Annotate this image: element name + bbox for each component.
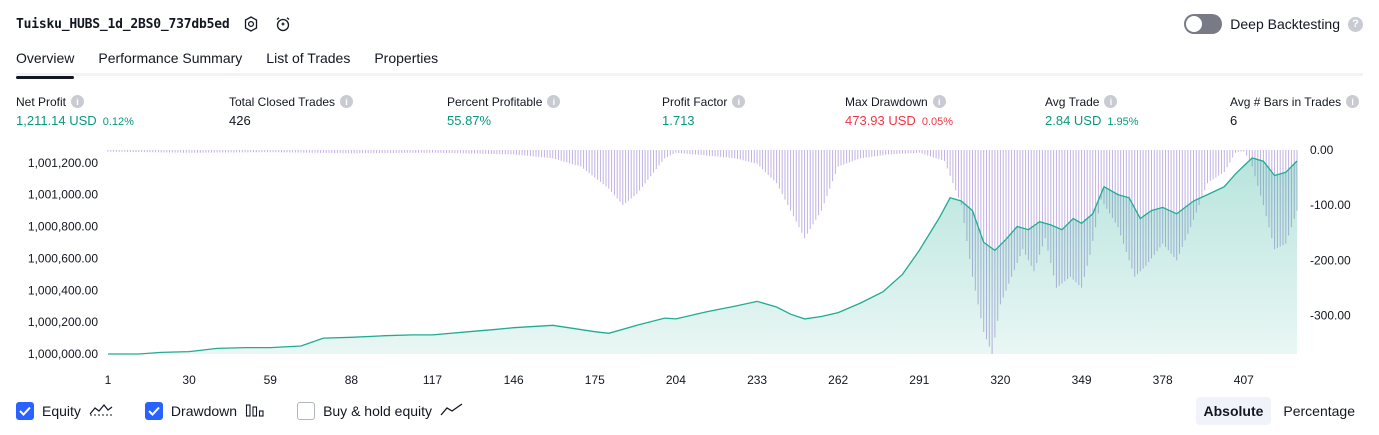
deep-backtesting-toggle[interactable]	[1184, 14, 1223, 34]
metrics-row: Net Profit i 1,211.14 USD 0.12% Total Clos…	[0, 93, 1379, 133]
x-axis-tick: 204	[666, 373, 686, 387]
info-icon[interactable]: i	[547, 95, 561, 108]
left-axis-tick: 1,001,200.00	[28, 156, 98, 170]
mode-absolute-button[interactable]: Absolute	[1195, 397, 1272, 425]
metric-percent-profitable: Percent Profitable i 55.87%	[447, 93, 561, 128]
x-axis-tick: 262	[828, 373, 848, 387]
tab-properties[interactable]: Properties	[374, 50, 439, 66]
x-axis-tick: 407	[1234, 373, 1254, 387]
left-axis-tick: 1,000,400.00	[28, 283, 98, 297]
buy-hold-line-icon	[440, 402, 464, 420]
equity-line	[108, 157, 1298, 355]
info-icon[interactable]: i	[71, 95, 85, 108]
right-axis-tick: -300.00	[1310, 308, 1351, 322]
checkbox-drawdown[interactable]	[144, 402, 163, 420]
x-axis-tick: 349	[1072, 373, 1092, 387]
x-axis-tick: 233	[747, 373, 767, 387]
x-axis-tick: 59	[264, 373, 278, 387]
deep-backtesting-label: Deep Backtesting	[1230, 16, 1340, 32]
legend-label: Drawdown	[170, 403, 238, 419]
x-axis-tick: 291	[909, 373, 929, 387]
legend-drawdown[interactable]: Drawdown	[144, 402, 265, 420]
info-icon[interactable]: i	[1104, 95, 1118, 108]
legend-buy-hold[interactable]: Buy & hold equity	[297, 402, 464, 420]
metric-value: 2.84 USD	[1045, 113, 1102, 128]
info-icon[interactable]: i	[1346, 95, 1360, 108]
drawdown-bars-icon	[245, 403, 265, 420]
left-axis-tick: 1,000,600.00	[28, 251, 98, 265]
legend-equity[interactable]: Equity	[16, 402, 113, 420]
toggle-knob	[1186, 16, 1203, 32]
x-axis-tick: 1	[105, 373, 112, 387]
left-axis-tick: 1,000,800.00	[28, 220, 98, 234]
tab-bar: Overview Performance Summary List of Tra…	[16, 46, 1363, 79]
info-icon[interactable]: i	[340, 95, 354, 108]
metric-total-closed-trades: Total Closed Trades i 426	[229, 93, 354, 128]
left-axis-tick: 1,000,000.00	[28, 347, 98, 361]
settings-icon[interactable]	[240, 13, 262, 35]
metric-value: 6	[1230, 113, 1238, 128]
right-axis-tick: -100.00	[1310, 198, 1351, 212]
right-axis-tick: -200.00	[1310, 253, 1351, 267]
metric-value: 1,211.14 USD	[16, 113, 97, 128]
left-axis: 1,001,200.00 1,001,000.00 1,000,800.00 1,00…	[28, 156, 98, 361]
metric-profit-factor: Profit Factor i 1.713	[662, 93, 746, 128]
left-axis-tick: 1,001,000.00	[28, 188, 98, 202]
x-axis-tick: 320	[990, 373, 1010, 387]
metric-value: 473.93 USD	[845, 113, 916, 128]
alarm-add-icon[interactable]	[272, 13, 294, 35]
left-axis-tick: 1,000,200.00	[28, 315, 98, 329]
x-axis-tick: 88	[345, 373, 359, 387]
x-axis-tick: 30	[182, 373, 196, 387]
metric-label: Total Closed Trades	[229, 94, 336, 109]
display-mode-switch: Absolute Percentage	[1195, 397, 1364, 425]
metric-value: 1.713	[662, 113, 695, 128]
mode-percentage-button[interactable]: Percentage	[1283, 403, 1355, 419]
metric-avg-bars-in-trades: Avg # Bars in Trades i 6	[1230, 93, 1360, 128]
equity-chart[interactable]: 1,001,200.00 1,001,000.00 1,000,800.00 1,00…	[0, 140, 1379, 390]
metric-sub: 1.95%	[1107, 116, 1139, 128]
strategy-header: Tuisku_HUBS_1d_2BS0_737db5ed	[16, 12, 294, 36]
equity-area	[108, 158, 1297, 354]
right-axis: 0.00 -100.00 -200.00 -300.00	[1310, 143, 1351, 322]
chart-legend: Equity Drawdown Buy & hold equity	[16, 400, 496, 422]
equity-line-icon	[89, 403, 113, 420]
help-icon[interactable]: ?	[1348, 16, 1363, 32]
metric-sub: 0.12%	[102, 116, 134, 128]
tab-performance-summary[interactable]: Performance Summary	[98, 50, 243, 66]
metric-label: Percent Profitable	[447, 94, 543, 109]
metric-net-profit: Net Profit i 1,211.14 USD 0.12%	[16, 93, 134, 129]
metric-sub: 0.05%	[921, 116, 954, 128]
strategy-name: Tuisku_HUBS_1d_2BS0_737db5ed	[16, 16, 230, 32]
tab-overview[interactable]: Overview	[16, 46, 75, 79]
metric-label: Profit Factor	[662, 94, 728, 109]
metric-label: Avg # Bars in Trades	[1230, 94, 1342, 109]
metric-label: Avg Trade	[1045, 94, 1100, 109]
x-axis-tick: 378	[1153, 373, 1173, 387]
tab-list-of-trades[interactable]: List of Trades	[266, 50, 351, 66]
x-axis-tick: 146	[504, 373, 524, 387]
metric-max-drawdown: Max Drawdown i 473.93 USD 0.05%	[845, 93, 954, 129]
info-icon[interactable]: i	[732, 95, 746, 108]
x-axis: 1 30 59 88 117 146 175 204 233 262 291 320 349 378 407	[105, 373, 1254, 387]
legend-label: Equity	[42, 403, 81, 419]
deep-backtesting: Deep Backtesting ?	[1184, 12, 1363, 36]
legend-label: Buy & hold equity	[323, 403, 433, 419]
metric-avg-trade: Avg Trade i 2.84 USD 1.95%	[1045, 93, 1139, 129]
right-axis-tick: 0.00	[1310, 143, 1334, 157]
metric-value: 426	[229, 113, 251, 128]
x-axis-tick: 175	[585, 373, 605, 387]
checkbox-equity[interactable]	[16, 402, 34, 420]
info-icon[interactable]: i	[932, 95, 946, 108]
x-axis-tick: 117	[423, 373, 442, 387]
metric-label: Net Profit	[16, 94, 67, 109]
metric-value: 55.87%	[447, 113, 492, 128]
checkbox-buy-hold[interactable]	[297, 402, 316, 420]
metric-label: Max Drawdown	[845, 94, 928, 109]
